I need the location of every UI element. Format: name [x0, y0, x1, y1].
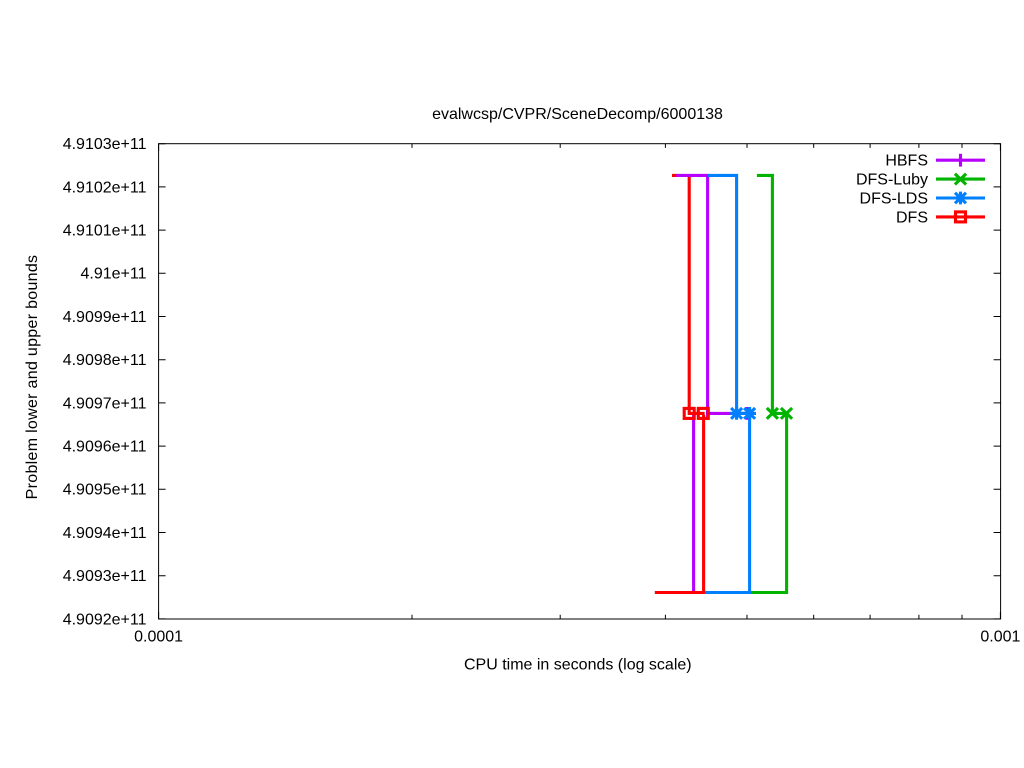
svg-text:4.9092e+11: 4.9092e+11: [63, 611, 147, 628]
svg-text:DFS-LDS: DFS-LDS: [860, 190, 928, 207]
svg-text:evalwcsp/CVPR/SceneDecomp/6000: evalwcsp/CVPR/SceneDecomp/6000138: [432, 106, 723, 123]
svg-text:CPU time in seconds (log scale: CPU time in seconds (log scale): [464, 657, 692, 674]
svg-text:4.9097e+11: 4.9097e+11: [63, 395, 147, 412]
svg-text:4.9103e+11: 4.9103e+11: [63, 136, 147, 153]
svg-text:4.9098e+11: 4.9098e+11: [63, 352, 147, 369]
svg-text:4.9099e+11: 4.9099e+11: [63, 309, 147, 326]
svg-text:4.9094e+11: 4.9094e+11: [63, 525, 147, 542]
svg-text:4.9095e+11: 4.9095e+11: [63, 482, 147, 499]
svg-text:4.9093e+11: 4.9093e+11: [63, 568, 147, 585]
svg-text:DFS-Luby: DFS-Luby: [856, 172, 928, 189]
svg-text:4.9096e+11: 4.9096e+11: [63, 438, 147, 455]
svg-text:DFS: DFS: [896, 209, 928, 226]
svg-text:Problem lower and upper bounds: Problem lower and upper bounds: [24, 255, 41, 500]
svg-text:HBFS: HBFS: [885, 153, 928, 170]
svg-text:4.9101e+11: 4.9101e+11: [63, 222, 147, 239]
svg-text:0.0001: 0.0001: [134, 629, 183, 646]
svg-text:4.91e+11: 4.91e+11: [81, 266, 147, 283]
svg-text:4.9102e+11: 4.9102e+11: [63, 179, 147, 196]
svg-text:0.001: 0.001: [980, 629, 1020, 646]
